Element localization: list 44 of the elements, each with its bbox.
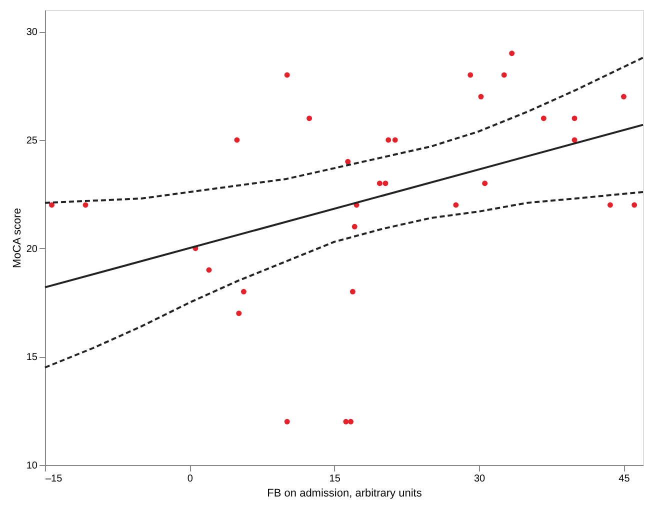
point xyxy=(234,137,240,143)
y-tick-label: 25 xyxy=(26,136,38,146)
point xyxy=(206,267,212,273)
point xyxy=(345,158,351,164)
point xyxy=(49,202,54,208)
point xyxy=(352,224,358,230)
x-tick-label: 0 xyxy=(187,474,194,484)
point xyxy=(240,288,246,294)
x-tick-label: 45 xyxy=(618,474,630,484)
y-tick-label: 20 xyxy=(26,244,38,255)
point xyxy=(482,180,488,186)
point xyxy=(386,137,392,143)
line-series xyxy=(44,191,644,368)
point xyxy=(382,180,388,186)
point xyxy=(509,50,515,56)
point xyxy=(284,72,290,78)
point xyxy=(306,116,312,122)
point xyxy=(501,72,507,78)
point xyxy=(376,180,382,186)
y-tick-label: 15 xyxy=(26,352,38,364)
y-tick-label: 30 xyxy=(26,27,38,38)
point xyxy=(607,202,613,208)
y-axis-title: MoCA score xyxy=(11,208,24,268)
point xyxy=(468,72,474,78)
point xyxy=(620,94,626,100)
point xyxy=(236,310,242,316)
point xyxy=(572,137,578,143)
point xyxy=(284,418,290,424)
point xyxy=(343,418,349,424)
point xyxy=(478,94,484,100)
x-tick-label: 30 xyxy=(474,474,486,484)
point xyxy=(632,202,638,208)
y-tick-label: 10 xyxy=(26,460,38,472)
point xyxy=(572,116,578,122)
point xyxy=(453,202,459,208)
point xyxy=(350,288,356,294)
line-series xyxy=(44,56,644,204)
x-axis-title: FB on admission, arbitrary units xyxy=(267,488,422,500)
x-tick-label: –15 xyxy=(46,474,63,484)
point xyxy=(82,202,88,208)
point xyxy=(392,137,398,143)
x-tick-label: 15 xyxy=(329,474,341,484)
point xyxy=(348,418,354,424)
point xyxy=(540,116,546,122)
